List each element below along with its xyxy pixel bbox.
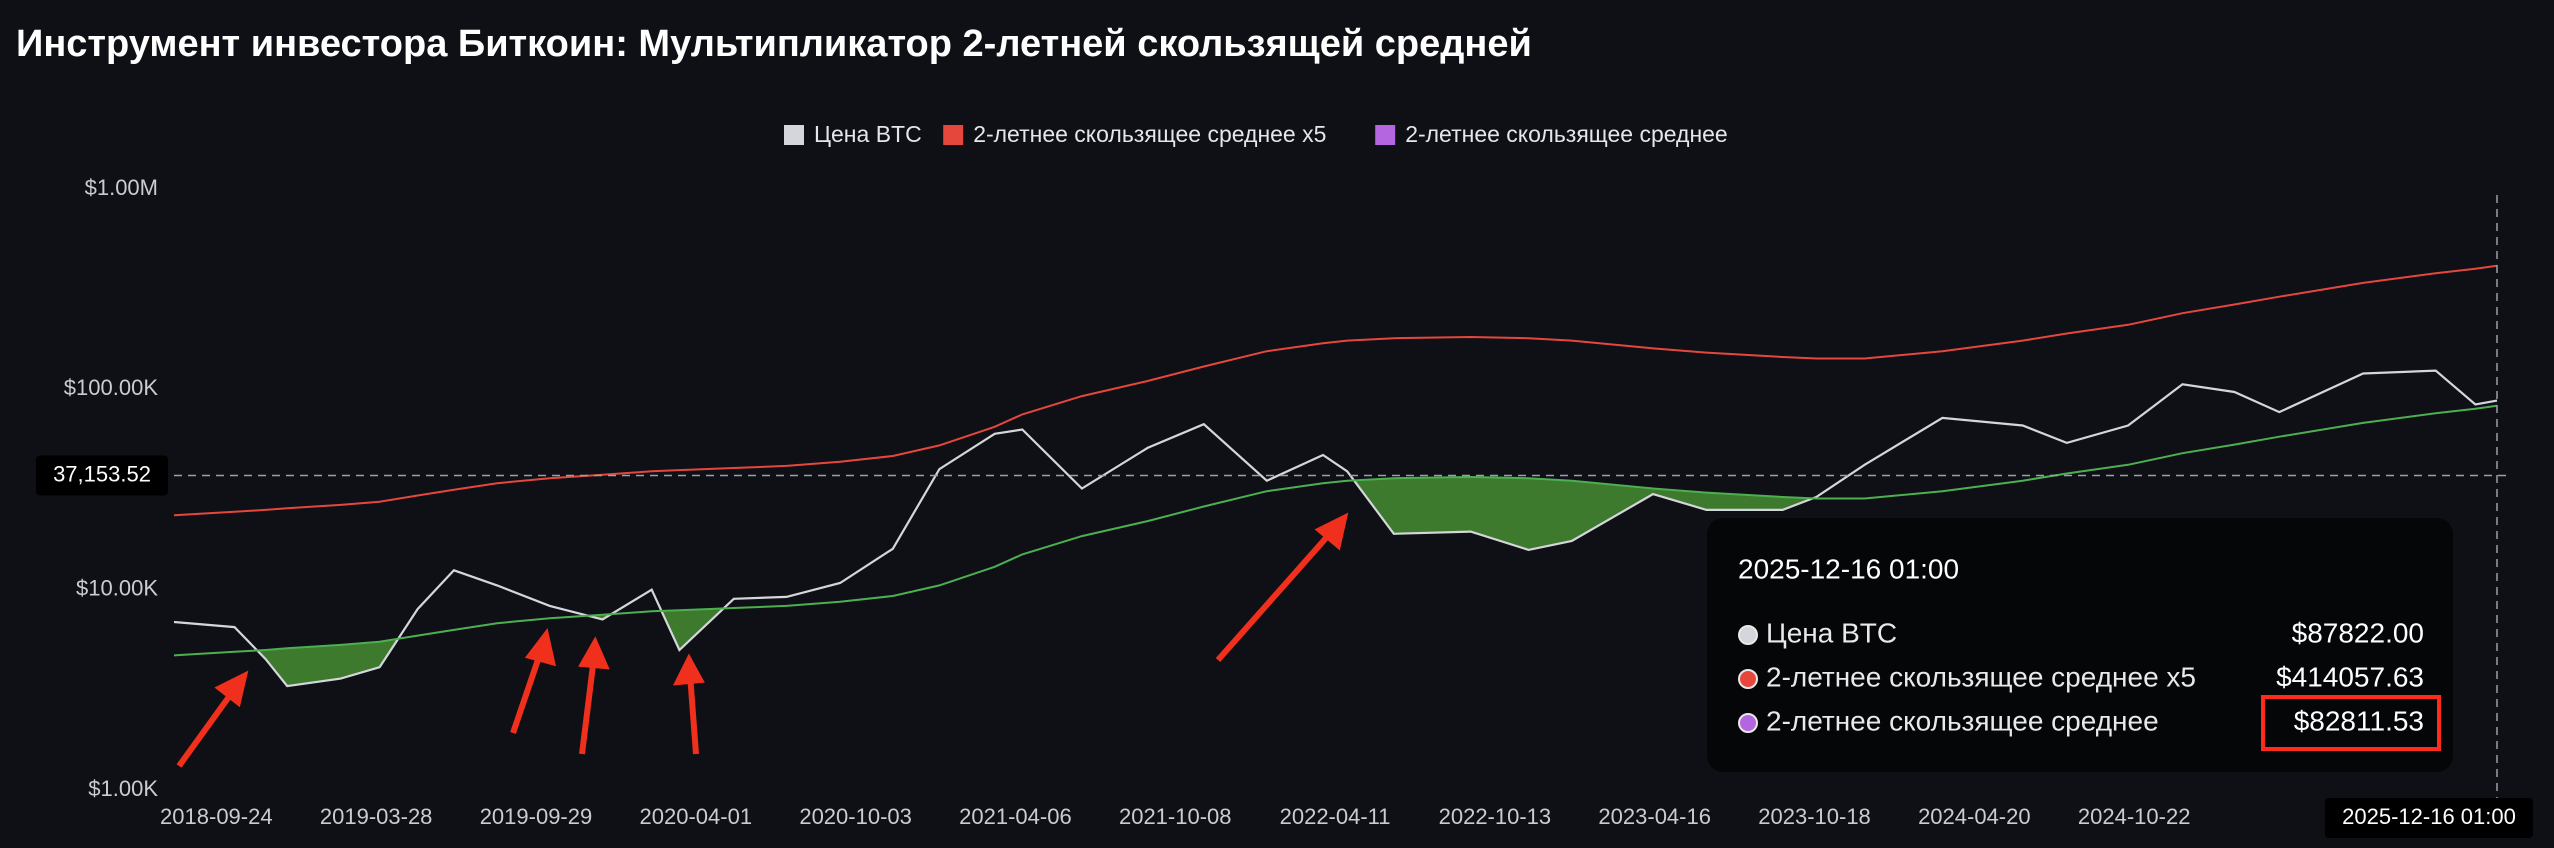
legend-swatch bbox=[784, 125, 804, 145]
y-tick-label: $1.00K bbox=[88, 776, 158, 801]
legend-label: Цена BTC bbox=[814, 121, 922, 147]
crosshair-y-label-box bbox=[36, 455, 168, 496]
tooltip-value: $82811.53 bbox=[2294, 705, 2424, 736]
arrow bbox=[579, 656, 597, 755]
tooltip: 2025-12-16 01:00 Цена BTC $87822.00 2-летн… bbox=[1707, 518, 2453, 772]
tooltip-series-name: Цена BTC bbox=[1766, 617, 1897, 648]
arrow bbox=[687, 673, 699, 755]
tooltip-box bbox=[1707, 518, 2453, 772]
arrow-head bbox=[578, 636, 610, 670]
x-tick-label: 2024-10-22 bbox=[2078, 804, 2191, 829]
arrow-head bbox=[1314, 512, 1349, 551]
arrow-head bbox=[524, 628, 557, 667]
tooltip-series-name: 2-летнее скользящее среднее x5 bbox=[1766, 661, 2196, 692]
x-tick-label: 2018-09-24 bbox=[160, 804, 273, 829]
crosshair-y-label: 37,153.52 bbox=[53, 461, 151, 486]
arrow-head bbox=[214, 670, 249, 708]
tooltip-dot bbox=[1738, 713, 1758, 733]
x-tick-label: 2020-10-03 bbox=[799, 804, 912, 829]
x-tick-label: 2019-03-28 bbox=[320, 804, 433, 829]
x-tick-label: 2019-09-29 bbox=[480, 804, 593, 829]
series-line bbox=[173, 369, 2498, 688]
legend-label: 2-летнее скользящее среднее x5 bbox=[973, 121, 1326, 147]
tooltip-highlight bbox=[2261, 695, 2441, 751]
x-tick-label: 2023-04-16 bbox=[1598, 804, 1711, 829]
crosshair-x-label-box bbox=[2325, 798, 2533, 838]
arrow-head bbox=[672, 653, 705, 686]
annotation-arrows bbox=[176, 512, 1349, 768]
arrow bbox=[510, 647, 545, 734]
x-tick-label: 2022-04-11 bbox=[1280, 804, 1391, 829]
x-tick-label: 2024-04-20 bbox=[1918, 804, 2031, 829]
x-tick-label: 2021-10-08 bbox=[1119, 804, 1232, 829]
arrow bbox=[176, 685, 239, 768]
series-line bbox=[173, 264, 2498, 517]
tooltip-series-name: 2-летнее скользящее среднее bbox=[1766, 705, 2159, 736]
legend-label: 2-летнее скользящее среднее bbox=[1405, 121, 1728, 147]
y-tick-label: $10.00K bbox=[76, 575, 158, 600]
x-tick-label: 2020-04-01 bbox=[640, 804, 753, 829]
chart-title: Инструмент инвестора Биткоин: Мультиплик… bbox=[16, 23, 1532, 65]
legend: Цена BTC 2-летнее скользящее среднее x5 2-… bbox=[784, 121, 1728, 147]
legend-swatch bbox=[1375, 125, 1396, 145]
y-tick-label: $100.00K bbox=[64, 375, 159, 400]
legend-swatch bbox=[943, 125, 964, 145]
x-tick-label: 2021-04-06 bbox=[959, 804, 1072, 829]
x-tick-label: 2023-10-18 bbox=[1758, 804, 1871, 829]
series-line bbox=[173, 404, 2498, 657]
arrow bbox=[1215, 527, 1337, 662]
tooltip-value: $414057.63 bbox=[2276, 661, 2424, 692]
y-tick-label: $1.00M bbox=[85, 175, 158, 200]
x-tick-label: 2022-10-13 bbox=[1439, 804, 1552, 829]
crosshair-x-label: 2025-12-16 01:00 bbox=[2342, 804, 2516, 829]
tooltip-value: $87822.00 bbox=[2292, 617, 2424, 648]
tooltip-dot bbox=[1738, 669, 1758, 689]
tooltip-title: 2025-12-16 01:00 bbox=[1738, 553, 1959, 584]
tooltip-dot bbox=[1738, 625, 1758, 645]
